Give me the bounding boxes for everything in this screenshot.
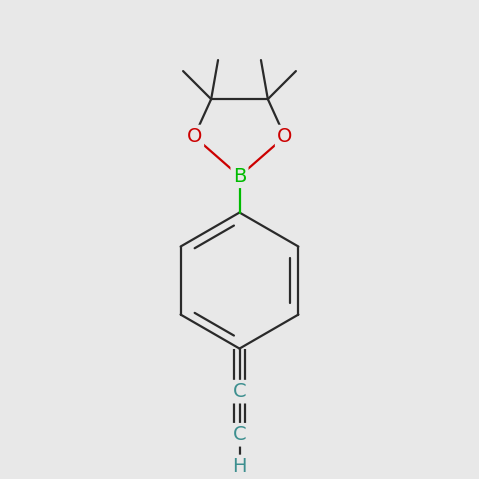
- Text: C: C: [233, 382, 246, 401]
- Text: H: H: [232, 457, 247, 476]
- Text: B: B: [233, 167, 246, 186]
- Text: O: O: [277, 127, 293, 146]
- Text: C: C: [233, 425, 246, 444]
- Text: O: O: [186, 127, 202, 146]
